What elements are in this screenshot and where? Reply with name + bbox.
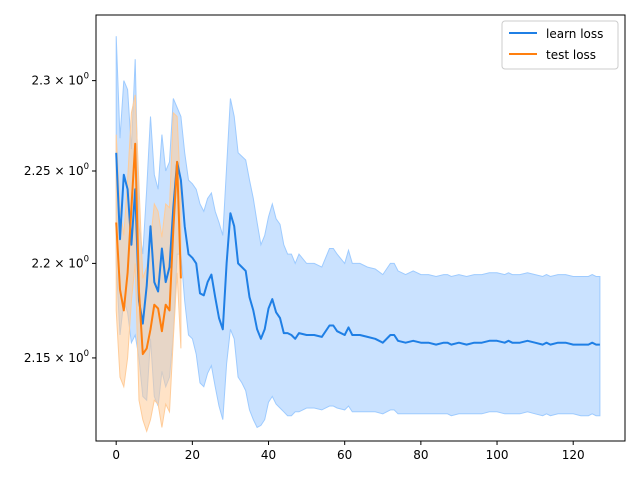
y-tick-label: 2.15 × 100 xyxy=(24,349,89,365)
x-axis: 0 20 40 60 80 100 120 xyxy=(112,441,585,462)
legend-label-learn-loss: learn loss xyxy=(546,27,603,41)
x-tick-label: 60 xyxy=(337,448,352,462)
x-tick-label: 0 xyxy=(112,448,120,462)
series-line-test-loss xyxy=(115,142,182,356)
x-tick-label: 40 xyxy=(261,448,276,462)
x-tick-label: 80 xyxy=(413,448,428,462)
band-learn-loss xyxy=(115,36,601,429)
plot-frame xyxy=(95,14,626,442)
x-tick-label: 100 xyxy=(486,448,509,462)
x-tick-label: 120 xyxy=(562,448,585,462)
series-lines xyxy=(115,142,600,356)
x-tick-label: 20 xyxy=(185,448,200,462)
y-tick-label: 2.3 × 100 xyxy=(32,72,89,88)
legend-label-test-loss: test loss xyxy=(546,48,596,62)
y-tick-label: 2.25 × 100 xyxy=(24,162,89,178)
y-tick-label: 2.2 × 100 xyxy=(32,254,89,270)
y-axis: 2.15 × 100 2.2 × 100 2.25 × 100 2.3 × 100 xyxy=(24,72,96,365)
legend: learn loss test loss xyxy=(501,20,619,70)
